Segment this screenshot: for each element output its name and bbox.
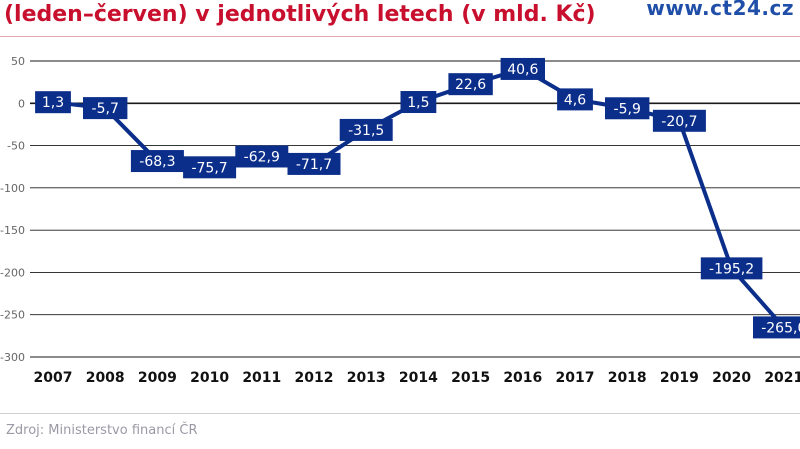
data-label-text: -68,3 [139, 154, 175, 170]
data-label-text: -20,7 [661, 114, 697, 130]
data-label: -68,3 [130, 150, 184, 173]
y-tick-label: 50 [11, 55, 25, 68]
data-label-text: -62,9 [244, 149, 280, 165]
line-chart: 500-50-100-150-200-250-300 2007 2008 2009 2… [0, 55, 800, 386]
data-label: 40,6 [500, 57, 545, 80]
y-tick-label: -300 [0, 351, 25, 364]
data-label-text: -5,7 [92, 101, 119, 117]
x-tick-label: 2021 [764, 370, 800, 386]
x-tick-label: 2012 [295, 370, 334, 386]
data-label-box [700, 257, 763, 280]
x-tick-label: 2010 [190, 370, 229, 386]
x-tick-label: 2008 [86, 370, 125, 386]
data-label-text: -195,2 [709, 261, 754, 277]
x-tick-label: 2018 [608, 370, 647, 386]
data-label-text: 22,6 [455, 77, 486, 93]
data-label-box [287, 152, 341, 175]
data-label-text: -265,0 [761, 320, 800, 336]
data-label-box [448, 73, 493, 96]
y-tick-label: 0 [18, 97, 25, 110]
x-tick-label: 2019 [660, 370, 699, 386]
data-label-box [605, 97, 650, 120]
brand-link[interactable]: www.ct24.cz [646, 0, 794, 20]
data-label: -71,7 [287, 152, 341, 175]
data-label-text: 1,3 [42, 95, 64, 111]
data-label: -265,0 [753, 316, 800, 339]
data-label: -5,7 [83, 97, 128, 120]
data-label-box [557, 88, 593, 111]
data-label-text: -5,9 [614, 101, 641, 117]
footer-divider [0, 413, 800, 414]
y-axis: 50 0 -50 -100 -150 -200 -250 -300 [0, 55, 25, 364]
data-label-text: 40,6 [507, 62, 538, 78]
source-note: Zdroj: Ministerstvo financí ČR [6, 423, 198, 438]
data-label: 1,5 [400, 91, 437, 114]
title-divider [0, 36, 800, 37]
y-tick-label: -50 [7, 140, 25, 153]
data-label: -195,2 [700, 257, 763, 280]
gridlines [30, 60, 800, 358]
x-tick-label: 2007 [34, 370, 73, 386]
data-label-box [339, 118, 393, 141]
x-tick-label: 2011 [242, 370, 281, 386]
data-label-box [400, 91, 437, 114]
y-tick-label: -150 [0, 224, 25, 237]
data-label: 1,3 [35, 91, 71, 114]
data-label: -20,7 [652, 109, 706, 132]
data-label-text: -75,7 [191, 160, 227, 176]
chart-title: (leden–červen) v jednotlivých letech (v … [4, 2, 596, 27]
data-label: 4,6 [557, 88, 593, 111]
data-label-box [500, 57, 545, 80]
data-label-text: 4,6 [564, 92, 586, 108]
data-label-text: -31,5 [348, 123, 384, 139]
y-tick-label: -200 [0, 266, 25, 279]
x-axis: 2007 2008 2009 2010 2011 2012 2013 2014 2015 2016… [34, 370, 800, 386]
data-label-box [652, 109, 706, 132]
data-label: -75,7 [183, 156, 237, 179]
data-label: -31,5 [339, 118, 393, 141]
x-tick-label: 2017 [556, 370, 595, 386]
x-tick-label: 2013 [347, 370, 386, 386]
data-label-box [83, 97, 128, 120]
data-label-text: -71,7 [296, 157, 332, 173]
x-tick-label: 2016 [503, 370, 542, 386]
data-label-box [183, 156, 237, 179]
data-labels: 1,3 -5,7 -68,3 -75,7 -62,9 -71,7 -31,5 1,5 22,6 4… [35, 57, 800, 339]
data-label-box [753, 316, 800, 339]
data-label-box [130, 150, 184, 173]
x-tick-label: 2020 [712, 370, 751, 386]
x-tick-label: 2009 [138, 370, 177, 386]
data-label: -62,9 [235, 145, 289, 168]
data-label: 22,6 [448, 73, 493, 96]
x-tick-label: 2014 [399, 370, 438, 386]
data-label-box [35, 91, 71, 114]
y-tick-label: -100 [0, 182, 25, 195]
data-label-text: 1,5 [407, 95, 429, 111]
data-label-box [235, 145, 289, 168]
y-tick-label: -250 [0, 309, 25, 322]
data-label: -5,9 [605, 97, 650, 120]
x-tick-label: 2015 [451, 370, 490, 386]
